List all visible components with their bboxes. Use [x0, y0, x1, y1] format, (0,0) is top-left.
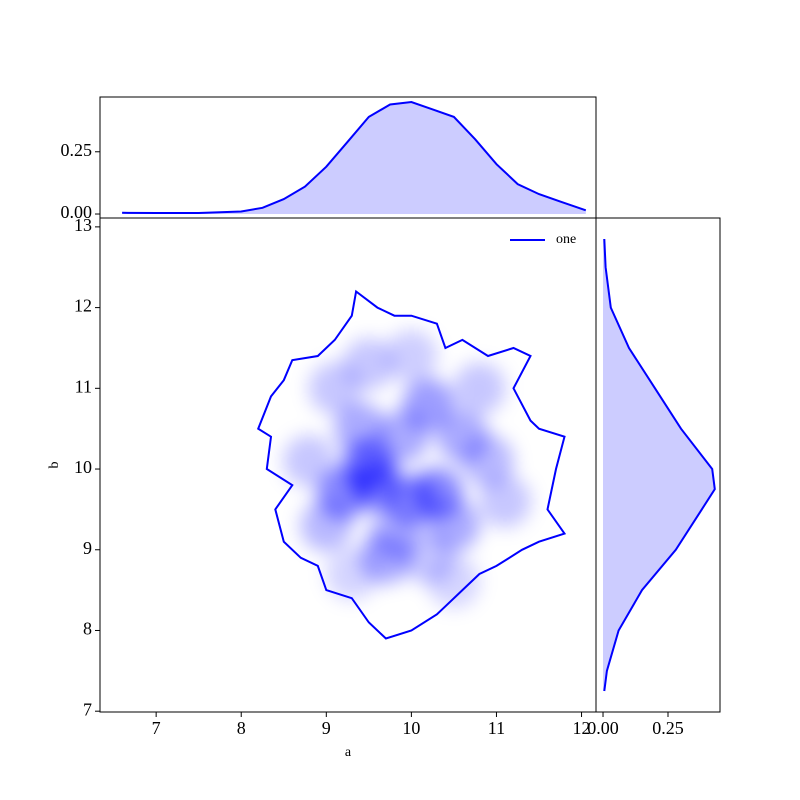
y-tick-label: 10 — [74, 457, 92, 477]
y-tick-label: 0.00 — [61, 202, 93, 222]
y-tick-label: 9 — [83, 538, 92, 558]
density-blob — [453, 362, 506, 415]
right-frame — [595, 217, 721, 713]
x-axis-label: a — [345, 745, 352, 760]
density-blob — [478, 475, 531, 528]
y-axis-label: b — [47, 462, 62, 469]
x-tick-label: 9 — [322, 718, 331, 738]
density-blob — [300, 499, 353, 552]
density-blob — [342, 338, 395, 391]
x-tick-label: 8 — [237, 718, 246, 738]
x-tick-label: 12 — [573, 718, 591, 738]
y-tick-label: 0.25 — [61, 140, 93, 160]
x-tick-label: 11 — [488, 718, 505, 738]
y-tick-label: 8 — [83, 619, 92, 639]
density-blob — [427, 556, 480, 609]
y-tick-label: 11 — [75, 376, 92, 396]
top-frame — [99, 96, 597, 219]
top-kde-fill — [122, 102, 586, 215]
top-kde-line — [122, 100, 587, 214]
contour — [256, 289, 567, 640]
density-blob — [376, 410, 429, 463]
x-tick-label: 0.25 — [652, 718, 684, 738]
x-tick-label: 7 — [152, 718, 161, 738]
right-kde-line — [603, 238, 716, 692]
density-blob — [385, 330, 438, 383]
x-tick-label: 0.00 — [587, 718, 619, 738]
density-blob — [334, 402, 387, 455]
right-kde-fill — [603, 238, 715, 692]
y-tick-label: 13 — [74, 215, 92, 235]
legend-label: one — [556, 232, 576, 247]
x-tick-label: 10 — [402, 718, 420, 738]
density-blob — [461, 434, 514, 487]
y-tick-label: 7 — [83, 699, 92, 719]
density-blob — [325, 547, 378, 600]
density-blob — [283, 434, 336, 487]
y-tick-label: 12 — [74, 296, 92, 316]
